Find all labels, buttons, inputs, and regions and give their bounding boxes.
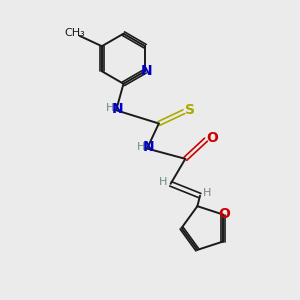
Text: N: N [141,64,152,78]
Text: O: O [219,207,230,221]
Text: H: H [106,103,114,113]
Text: H: H [136,142,145,152]
Text: CH₃: CH₃ [64,28,85,38]
Text: H: H [203,188,212,198]
Text: O: O [206,131,218,145]
Text: S: S [185,103,195,117]
Text: N: N [143,140,154,154]
Text: H: H [159,177,167,188]
Text: N: N [112,102,123,116]
